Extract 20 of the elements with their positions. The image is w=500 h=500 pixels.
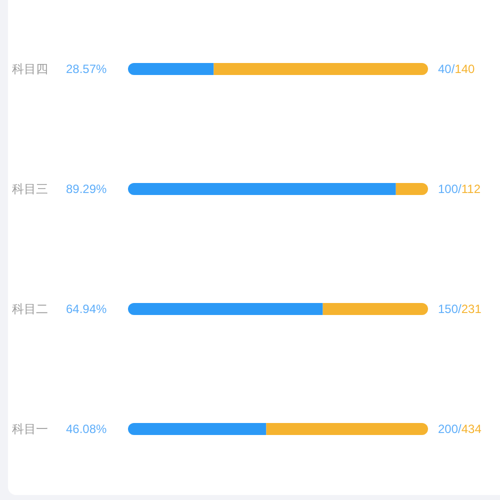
bar [128,423,266,435]
text: 40/140 [438,62,476,76]
bar [396,183,428,195]
y-tick-label: 科目四 [12,62,48,76]
data-label: 64.94% [66,302,108,316]
bar [322,303,428,315]
text: 100/112 [438,182,481,196]
data-label: 46.08% [66,422,108,436]
data-label: 28.57% [66,62,108,76]
y-tick-label: 科目二 [12,302,48,316]
bar [128,303,323,315]
text: 200/434 [438,422,482,436]
bar [266,423,428,435]
text: 150/231 [438,302,482,316]
data-label: 89.29% [66,182,108,196]
bar [128,183,396,195]
y-tick-label: 科目三 [12,182,48,196]
bar [214,63,428,75]
y-tick-label: 科目一 [12,422,48,436]
bar [128,63,214,75]
